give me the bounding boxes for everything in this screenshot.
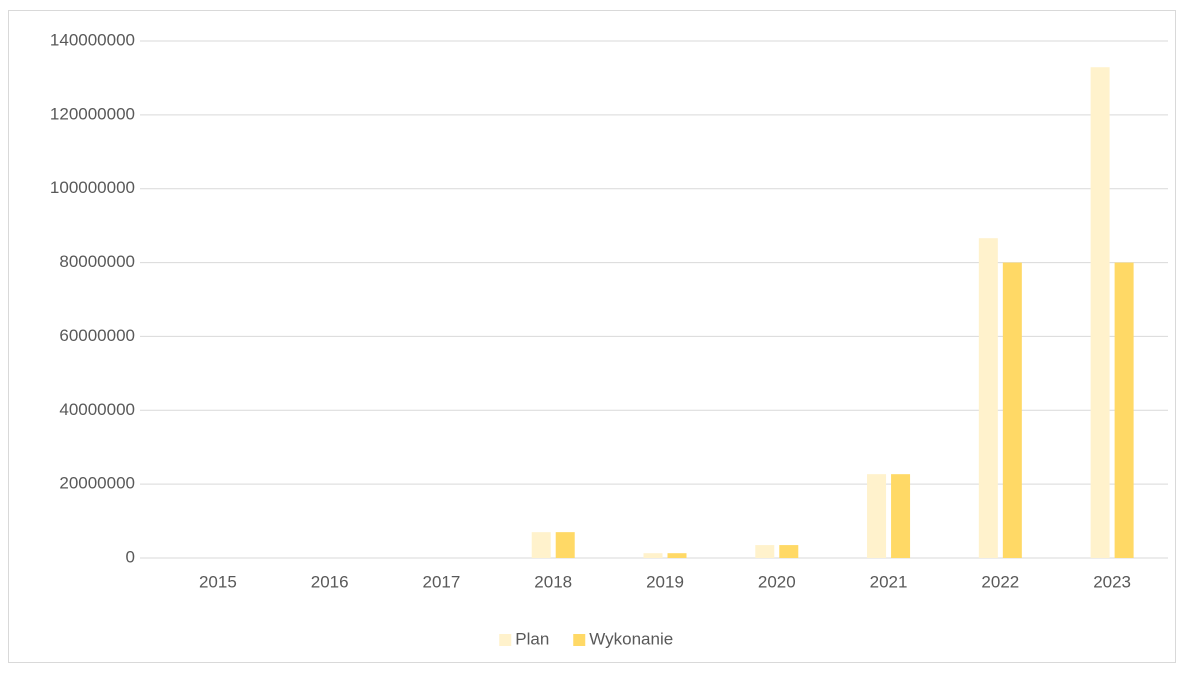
x-tick-label: 2015 xyxy=(199,572,237,591)
y-tick-label: 60000000 xyxy=(59,326,135,345)
legend-label: Plan xyxy=(515,629,549,648)
x-tick-label: 2023 xyxy=(1093,572,1131,591)
x-tick-label: 2022 xyxy=(981,572,1019,591)
y-tick-label: 0 xyxy=(126,547,135,566)
x-tick-label: 2016 xyxy=(311,572,349,591)
bar xyxy=(755,545,775,558)
bar xyxy=(891,474,911,558)
x-tick-label: 2020 xyxy=(758,572,796,591)
y-tick-label: 140000000 xyxy=(50,30,135,49)
x-tick-label: 2017 xyxy=(423,572,461,591)
x-tick-label: 2018 xyxy=(534,572,572,591)
bar xyxy=(667,553,687,558)
bar xyxy=(1090,67,1110,558)
y-tick-label: 20000000 xyxy=(59,474,135,493)
bar xyxy=(643,553,663,558)
bar xyxy=(1002,262,1022,558)
bar xyxy=(531,532,551,558)
bar xyxy=(555,532,575,558)
legend-swatch xyxy=(499,634,512,646)
y-tick-label: 40000000 xyxy=(59,400,135,419)
y-tick-label: 80000000 xyxy=(59,252,135,271)
bar xyxy=(978,238,998,558)
legend-label: Wykonanie xyxy=(589,629,673,648)
bar xyxy=(1114,262,1134,558)
bar xyxy=(779,545,799,558)
y-tick-label: 100000000 xyxy=(50,178,135,197)
x-tick-label: 2021 xyxy=(870,572,908,591)
bar xyxy=(867,474,887,558)
x-tick-label: 2019 xyxy=(646,572,684,591)
y-tick-label: 120000000 xyxy=(50,104,135,123)
legend-swatch xyxy=(573,634,586,646)
